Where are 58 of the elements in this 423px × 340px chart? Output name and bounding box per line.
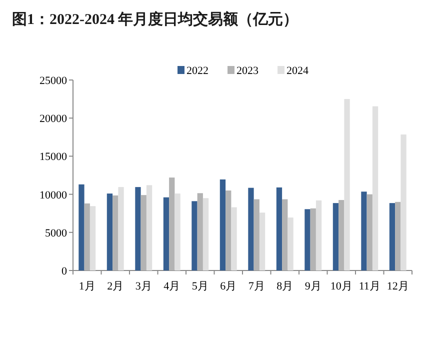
bar	[366, 194, 372, 270]
bar	[372, 106, 378, 270]
bar	[140, 195, 146, 270]
bar	[90, 206, 96, 270]
bar	[316, 200, 322, 270]
bar	[84, 203, 90, 270]
bar	[310, 208, 316, 270]
x-tick-label: 2月	[107, 280, 124, 292]
x-tick-label: 6月	[220, 280, 237, 292]
bar	[332, 203, 339, 270]
x-tick-label: 11月	[358, 280, 380, 292]
x-tick-label: 10月	[330, 280, 352, 292]
bar	[106, 194, 113, 270]
bar	[304, 209, 310, 270]
bar	[288, 218, 294, 270]
bar	[254, 199, 260, 270]
bar	[174, 194, 180, 270]
y-tick-label: 20000	[40, 113, 68, 126]
x-tick-label: 12月	[386, 280, 409, 292]
bar	[344, 99, 350, 270]
y-tick-label: 5000	[45, 227, 68, 240]
bar	[395, 202, 401, 270]
x-tick-label: 7月	[248, 280, 265, 292]
bar	[282, 199, 288, 270]
x-tick-label: 5月	[192, 280, 208, 292]
bar	[169, 178, 175, 270]
bar	[118, 187, 124, 270]
bar	[197, 193, 203, 270]
bar	[78, 184, 84, 270]
bar	[163, 197, 170, 270]
bar	[146, 185, 152, 270]
bar	[220, 179, 226, 270]
chart-title: 图1：2022-2024 年月度日均交易额（亿元）	[12, 10, 298, 28]
legend-label: 2023	[236, 65, 259, 77]
legend-label: 2024	[286, 65, 309, 77]
bar	[226, 190, 232, 270]
y-tick-label: 25000	[40, 75, 68, 87]
bar	[338, 200, 344, 270]
x-tick-label: 3月	[135, 280, 152, 292]
bar	[361, 192, 367, 270]
bar	[389, 203, 396, 270]
bar	[248, 188, 254, 270]
x-tick-label: 1月	[78, 280, 96, 292]
bar	[192, 201, 198, 270]
bar	[135, 187, 141, 270]
bar	[400, 134, 406, 270]
bar	[276, 187, 282, 270]
legend-label: 2022	[186, 65, 208, 77]
bar	[231, 207, 237, 270]
y-tick-label: 0	[62, 266, 68, 278]
x-tick-label: 4月	[164, 280, 180, 292]
bar	[259, 212, 266, 270]
y-tick-label: 10000	[40, 189, 68, 202]
y-tick-label: 15000	[40, 151, 68, 164]
x-tick-label: 9月	[304, 280, 322, 292]
x-tick-label: 8月	[276, 280, 294, 292]
bar	[112, 195, 118, 270]
bar	[202, 198, 209, 270]
